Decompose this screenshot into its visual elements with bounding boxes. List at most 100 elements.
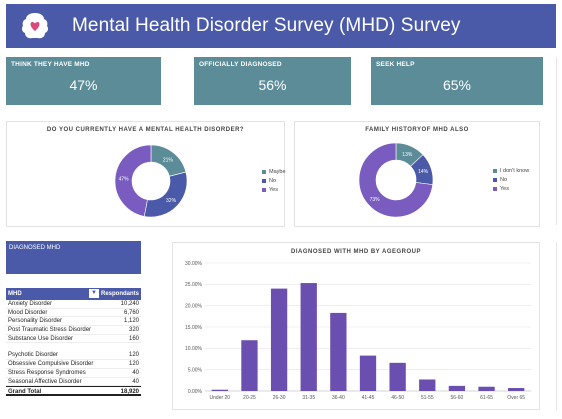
bar-56-60 bbox=[448, 385, 466, 391]
row-name: Substance Use Disorder bbox=[8, 335, 74, 342]
kpi-label: SEEK HELP bbox=[376, 61, 415, 68]
row-value: 1,120 bbox=[123, 318, 139, 325]
donut-slice-yes bbox=[114, 144, 152, 217]
page-title: Mental Health Disorder Survey (MHD) Surv… bbox=[72, 15, 461, 36]
row-value: 6,760 bbox=[123, 309, 139, 316]
x-tick-label: 46-50 bbox=[391, 395, 404, 401]
total-value: 18,920 bbox=[120, 389, 139, 396]
table-row: Seasonal Affective Disorder 40 bbox=[6, 378, 141, 387]
legend-item-yes: Yes bbox=[262, 187, 278, 193]
table-header: MHD ▼ Respondants bbox=[6, 288, 141, 300]
chart-title: DO YOU CURRENTLY HAVE A MENTAL HEALTH DI… bbox=[46, 127, 245, 133]
row-value: 160 bbox=[128, 335, 139, 342]
slice-label: 13% bbox=[402, 152, 413, 158]
donut-panel-family-history: FAMILY HISTORYOF MHD ALSO 13% 14% 73% I do… bbox=[294, 121, 540, 227]
bar-46-50 bbox=[389, 362, 406, 391]
column-header-mhd: MHD bbox=[8, 291, 22, 297]
x-tick-label: 56-60 bbox=[451, 395, 464, 401]
kpi-value: 65% bbox=[442, 77, 472, 93]
table-row: Obsessive Compulsive Disorder 120 bbox=[6, 360, 141, 369]
table-row: Anxiety Disorder 10,240 bbox=[6, 300, 141, 309]
bar-36-40 bbox=[330, 312, 347, 391]
y-tick-label: 30.00% bbox=[185, 261, 203, 267]
donut-chart-family-history: 13% 14% 73% bbox=[358, 142, 434, 218]
edge-panel bbox=[556, 242, 562, 410]
row-value: 40 bbox=[132, 378, 139, 385]
y-tick-label: 25.00% bbox=[185, 282, 203, 288]
header-bar: Mental Health Disorder Survey (MHD) Surv… bbox=[6, 4, 556, 48]
x-tick-label: Under 20 bbox=[210, 395, 231, 401]
table-spacer bbox=[6, 343, 141, 351]
bar-26-30 bbox=[270, 288, 288, 391]
table-total-row: Grand Total 18,920 bbox=[6, 386, 141, 397]
edge-panel bbox=[556, 57, 562, 225]
legend-item-no: No bbox=[262, 178, 276, 184]
slice-label: 21% bbox=[163, 157, 174, 163]
y-tick-label: 10.00% bbox=[185, 346, 203, 352]
kpi-value: 47% bbox=[69, 77, 98, 93]
row-name: Psychotic Disorder bbox=[8, 352, 59, 359]
diagnosed-mhd-label: DIAGNOSED MHD bbox=[9, 245, 61, 251]
chart-title: DIAGNOSED WITH MHD BY AGEGROUP bbox=[290, 249, 421, 255]
y-tick-label: 20.00% bbox=[185, 303, 203, 309]
x-tick-label: 31-35 bbox=[302, 395, 315, 401]
kpi-seek-help: SEEK HELP 65% bbox=[371, 57, 543, 105]
legend-item-yes: Yes bbox=[493, 186, 509, 192]
bar-panel-agegroup: DIAGNOSED WITH MHD BY AGEGROUP 0.00% 5.00… bbox=[172, 242, 540, 410]
bar-over-65 bbox=[508, 388, 525, 391]
kpi-label: THINK THEY HAVE MHD bbox=[11, 61, 90, 68]
donut-chart-current-mhd: 21% 32% 47% bbox=[114, 144, 188, 218]
y-tick-label: 15.00% bbox=[185, 325, 203, 331]
bar-31-35 bbox=[300, 283, 317, 391]
donut-slice-yes bbox=[358, 142, 434, 218]
row-value: 120 bbox=[128, 361, 139, 368]
total-label: Grand Total bbox=[8, 389, 42, 396]
kpi-think-they-have-mhd: THINK THEY HAVE MHD 47% bbox=[6, 57, 161, 105]
row-name: Mood Disorder bbox=[8, 309, 48, 316]
legend-item-maybe: Maybe bbox=[262, 169, 286, 175]
row-value: 120 bbox=[128, 352, 139, 359]
x-tick-label: 26-30 bbox=[273, 395, 286, 401]
x-tick-label: 61-65 bbox=[480, 395, 493, 401]
x-tick-label: 41-45 bbox=[362, 395, 375, 401]
row-name: Seasonal Affective Disorder bbox=[8, 378, 82, 385]
y-tick-label: 5.00% bbox=[188, 367, 203, 373]
kpi-value: 56% bbox=[258, 77, 287, 93]
bar-20-25 bbox=[241, 340, 258, 391]
y-tick-label: 0.00% bbox=[188, 389, 203, 395]
table-row: Stress Response Syndromes 40 bbox=[6, 369, 141, 378]
row-value: 10,240 bbox=[120, 301, 139, 307]
x-tick-label: 20-25 bbox=[243, 395, 256, 401]
kpi-label: OFFICIALLY DIAGNOSED bbox=[199, 61, 282, 68]
row-value: 40 bbox=[132, 369, 139, 376]
table-row: Personality Disorder 1,120 bbox=[6, 317, 141, 327]
brain-heart-icon bbox=[21, 13, 49, 39]
legend-item-no: No bbox=[493, 177, 507, 183]
row-name: Personality Disorder bbox=[8, 318, 63, 325]
bar-41-45 bbox=[359, 355, 377, 391]
filter-icon[interactable]: ▼ bbox=[89, 289, 99, 298]
x-tick-label: 36-40 bbox=[332, 395, 345, 401]
bar-61-65 bbox=[478, 386, 495, 391]
table-row: Mood Disorder 6,760 bbox=[6, 309, 141, 318]
row-name: Anxiety Disorder bbox=[8, 301, 53, 307]
donut-slice-no bbox=[143, 171, 188, 218]
row-value: 320 bbox=[128, 327, 139, 334]
row-name: Post Traumatic Stress Disorder bbox=[8, 327, 92, 334]
table-row: Post Traumatic Stress Disorder 320 bbox=[6, 326, 141, 335]
row-name: Stress Response Syndromes bbox=[8, 369, 86, 376]
slice-label: 47% bbox=[119, 176, 130, 182]
table-row: Substance Use Disorder 160 bbox=[6, 335, 141, 344]
slice-label: 73% bbox=[370, 197, 381, 203]
legend-item-dont-know: I don't know bbox=[493, 168, 529, 174]
diagnosed-mhd-header: DIAGNOSED MHD bbox=[6, 241, 141, 274]
slice-label: 32% bbox=[166, 198, 177, 204]
chart-title: FAMILY HISTORYOF MHD ALSO bbox=[365, 127, 469, 133]
table-row: Psychotic Disorder 120 bbox=[6, 351, 141, 361]
kpi-officially-diagnosed: OFFICIALLY DIAGNOSED 56% bbox=[194, 57, 351, 105]
row-name: Obsessive Compulsive Disorder bbox=[8, 361, 94, 368]
slice-label: 14% bbox=[418, 169, 429, 175]
bar-51-55 bbox=[419, 379, 436, 391]
diagnosed-mhd-table: MHD ▼ Respondants Anxiety Disorder 10,240… bbox=[6, 288, 141, 397]
bar-chart-agegroup: 0.00% 5.00% 10.00% 15.00% 20.00% 25.00% 30.00%… bbox=[185, 261, 531, 401]
